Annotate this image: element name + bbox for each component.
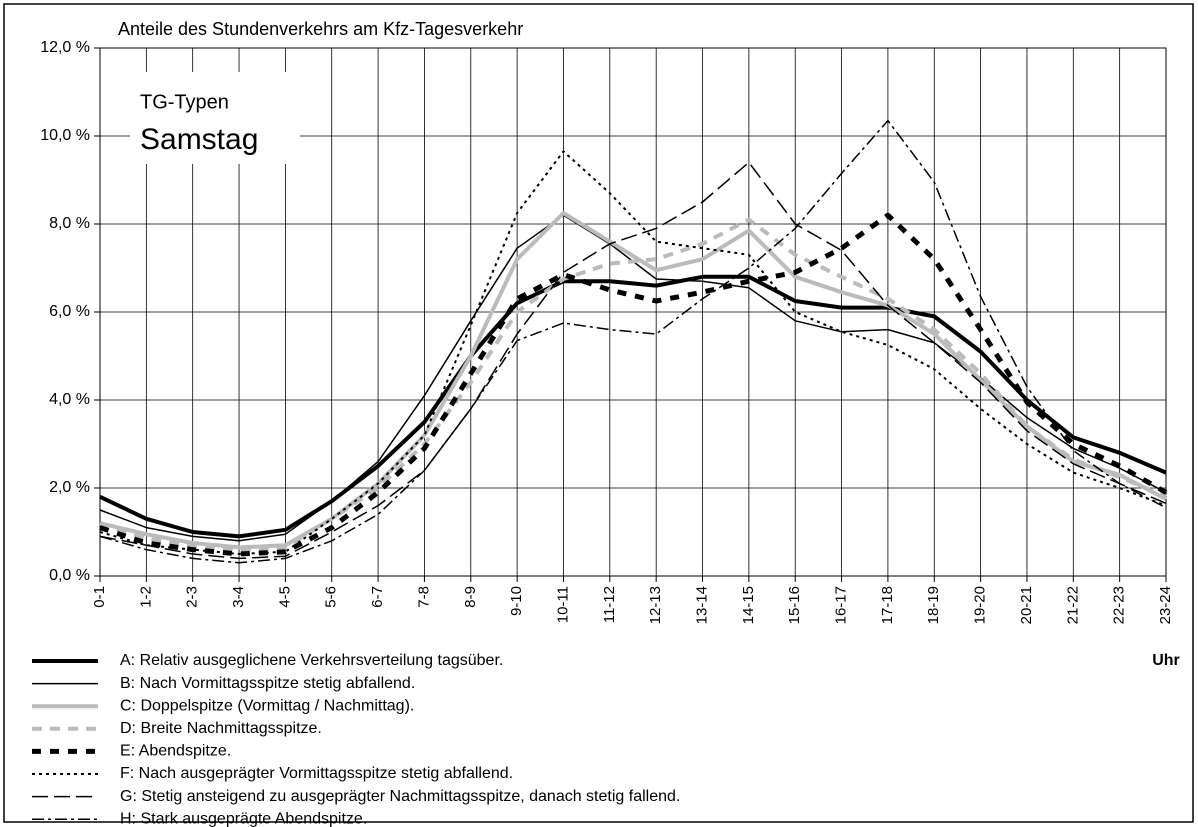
x-tick-label: 12-13 [647,586,664,624]
legend-label: D: Breite Nachmittagsspitze. [120,720,322,737]
x-tick-label: 22-23 [1111,586,1128,624]
series-line [99,161,1167,560]
x-tick-label: 1-2 [137,586,154,608]
x-tick-label: 19-20 [972,586,989,624]
x-tick-label: 5-6 [323,586,340,608]
x-tick-label: 3-4 [230,586,247,608]
y-tick-label: 0,0 % [49,567,90,584]
series-line [99,211,1167,550]
x-tick-label: 16-17 [833,586,850,624]
x-tick-label: 18-19 [925,586,942,624]
legend-label: A: Relativ ausgeglichene Verkehrsverteil… [120,652,503,669]
inset-title: TG-Typen [140,91,229,113]
x-tick-label: 2-3 [184,586,201,608]
x-tick-label: 8-9 [462,586,479,608]
x-tick-label: 11-12 [601,586,618,623]
x-tick-label: 23-24 [1157,586,1174,624]
plot-area: 0,0 % 2,0 % 4,0 % 6,0 % 8,0 % 10,0 % 12,0 % 0-1… [40,39,1174,624]
x-tick-label: 13-14 [693,586,710,624]
x-tick-label: 7-8 [415,586,432,608]
x-tick-label: 14-15 [740,586,757,624]
y-tick-label: 6,0 % [49,303,90,320]
x-tick-label: 10-11 [554,586,571,623]
x-tick-label: 20-21 [1018,586,1035,624]
series-line [99,274,1167,539]
x-axis-label: Uhr [1152,652,1180,669]
x-tick-label: 0-1 [91,586,108,608]
x-tick-label: 15-16 [786,586,803,624]
series-line [99,150,1167,555]
y-tick-label: 4,0 % [49,391,90,408]
x-tick-label: 6-7 [369,586,386,608]
y-tick-label: 2,0 % [49,479,90,496]
legend-label: B: Nach Vormittagsspitze stetig abfallen… [120,675,415,692]
legend-label: E: Abendspitze. [120,743,231,760]
plot-border [99,47,1167,577]
x-tick-label: 4-5 [276,586,293,608]
legend-label: H: Stark ausgeprägte Abendspitze. [120,810,367,827]
chart-title: Anteile des Stundenverkehrs am Kfz-Tages… [118,19,523,39]
inset-subtitle: Samstag [140,123,258,156]
x-tick-label: 21-22 [1064,586,1081,624]
inset-box [130,72,300,164]
legend-label: G: Stetig ansteigend zu ausgeprägter Nac… [120,788,680,805]
legend-label: F: Nach ausgeprägter Vormittagsspitze st… [120,765,513,782]
y-tick-label: 8,0 % [49,215,90,232]
x-tick-label: 9-10 [508,586,525,616]
y-tick-label: 12,0 % [40,39,90,56]
x-tick-label: 17-18 [879,586,896,624]
series-line [99,212,1168,557]
legend-label: C: Doppelspitze (Vormittag / Nachmittag)… [120,697,414,714]
y-tick-label: 10,0 % [40,127,90,144]
series-line [99,217,1167,552]
